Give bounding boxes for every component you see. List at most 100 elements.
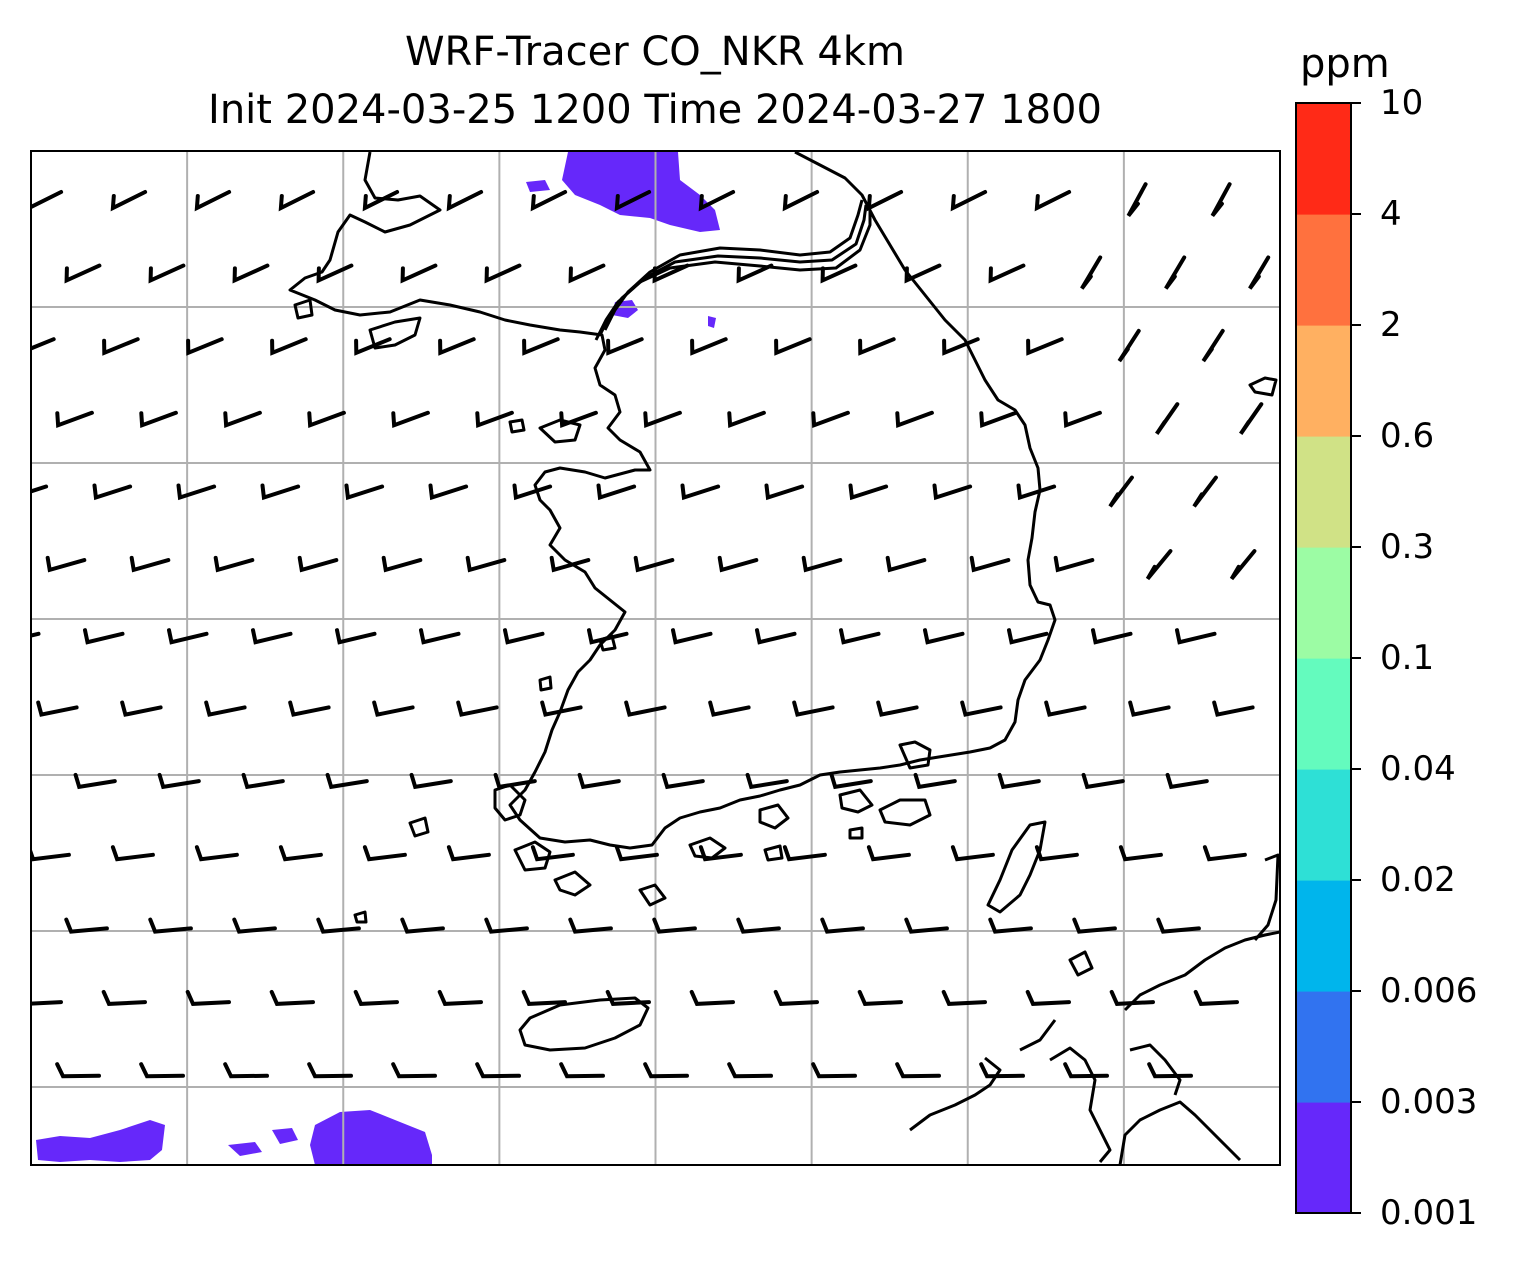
- wind-barb: [139, 1062, 185, 1079]
- wind-barb: [223, 1062, 269, 1079]
- wind-barb: [120, 700, 163, 717]
- wind-barb: [335, 628, 377, 645]
- colorbar-unit-label: ppm: [1300, 41, 1390, 87]
- colorbar-segment: [1296, 991, 1351, 1103]
- colorbar-tick-label: 0.6: [1380, 416, 1435, 456]
- coastline-islands: [638, 883, 667, 907]
- coastline-jeju: [518, 996, 650, 1052]
- wind-barb: [64, 917, 109, 934]
- coastline-islands: [758, 803, 790, 830]
- wind-barb: [64, 263, 102, 284]
- coastline-islands: [513, 840, 552, 872]
- tracer-patch: [562, 152, 720, 232]
- wind-barb: [288, 700, 331, 717]
- wind-barb: [344, 483, 385, 501]
- coastline-islands: [838, 788, 874, 814]
- wind-barb: [437, 989, 483, 1006]
- wind-barb: [643, 410, 682, 428]
- wind-barb: [614, 190, 652, 212]
- wind-barb: [652, 263, 690, 284]
- wind-barb: [811, 1062, 857, 1079]
- coastline-islands: [368, 316, 422, 350]
- wind-barb: [866, 190, 904, 212]
- wind-barb: [1053, 555, 1095, 573]
- wind-barb: [839, 628, 881, 645]
- wind-barb: [139, 410, 178, 428]
- wind-barb: [1007, 628, 1049, 645]
- wind-barb: [801, 555, 843, 573]
- coastline-islands: [898, 740, 932, 770]
- wind-barb: [848, 483, 889, 501]
- colorbar-segment: [1296, 103, 1351, 215]
- wind-barb: [31, 1000, 63, 1006]
- wind-barb: [960, 700, 1003, 717]
- wind-barb: [923, 628, 965, 645]
- wind-barbs: [31, 182, 1271, 1079]
- border-line: [594, 210, 872, 341]
- wind-barb: [503, 628, 545, 645]
- wind-barb: [979, 410, 1018, 428]
- wind-barb: [400, 263, 438, 284]
- coastline-japan: [1253, 853, 1280, 941]
- wind-barb: [1156, 917, 1201, 934]
- wind-barb: [521, 989, 567, 1006]
- wind-barb: [727, 410, 766, 428]
- coastline-islands: [1129, 1043, 1182, 1096]
- wind-barb: [643, 1062, 689, 1079]
- coastline-japan: [1248, 376, 1278, 397]
- wind-barb: [316, 263, 354, 284]
- wind-barb: [782, 845, 827, 862]
- wind-barb: [755, 628, 797, 645]
- wind-barb: [1212, 700, 1255, 717]
- colorbar-tick-label: 0.02: [1380, 860, 1456, 900]
- wind-barb: [278, 190, 316, 212]
- wind-barb: [419, 628, 461, 645]
- coastline-islands: [353, 910, 368, 924]
- title-line-1: WRF-Tracer CO_NKR 4km: [404, 29, 906, 75]
- wind-barb: [438, 337, 476, 356]
- map-frame: [30, 150, 1281, 1166]
- wind-barb: [671, 628, 713, 645]
- wind-barb: [1091, 628, 1133, 645]
- tracer-patch: [228, 1142, 262, 1156]
- wind-barb: [876, 700, 919, 717]
- wind-barb: [260, 483, 301, 501]
- colorbar-segment: [1296, 880, 1351, 992]
- colorbar-tick-label: 2: [1380, 305, 1402, 345]
- colorbar-segment: [1296, 436, 1351, 548]
- wind-barb: [792, 700, 835, 717]
- title-line-2: Init 2024-03-25 1200 Time 2024-03-27 180…: [208, 87, 1102, 133]
- wind-barb: [698, 845, 743, 862]
- colorbar-segment: [1296, 214, 1351, 326]
- wind-barb: [811, 410, 850, 428]
- wind-barb: [652, 917, 697, 934]
- wind-barb: [1118, 845, 1163, 862]
- wind-barb: [148, 917, 193, 934]
- wind-barb: [885, 555, 927, 573]
- wind-barb: [680, 483, 721, 501]
- wind-barb: [988, 263, 1026, 284]
- wind-barb: [1034, 845, 1079, 862]
- wind-barb: [1080, 255, 1103, 290]
- wind-barb: [1109, 989, 1155, 1006]
- tracer-patch: [36, 1120, 165, 1162]
- coastline-tsushima: [986, 820, 1047, 914]
- wind-barb: [689, 989, 735, 1006]
- colorbar-tick-label: 10: [1380, 83, 1424, 123]
- wind-barb: [895, 1062, 941, 1079]
- wind-barb: [512, 483, 553, 501]
- tracer-patch: [310, 1110, 432, 1165]
- wind-barb: [1145, 549, 1173, 581]
- wind-barb: [559, 410, 598, 428]
- colorbar-segment: [1296, 658, 1351, 770]
- wind-barb: [820, 263, 858, 284]
- wind-barb: [1155, 402, 1180, 435]
- wind-barb: [568, 263, 606, 284]
- coastline-islands: [848, 826, 864, 840]
- map-gridlines: [31, 151, 1280, 1165]
- wind-barb: [409, 772, 453, 790]
- coastline-islands: [508, 418, 526, 434]
- coastline-islands: [878, 798, 932, 827]
- coastline-islands: [688, 836, 727, 860]
- wind-barb: [690, 337, 728, 356]
